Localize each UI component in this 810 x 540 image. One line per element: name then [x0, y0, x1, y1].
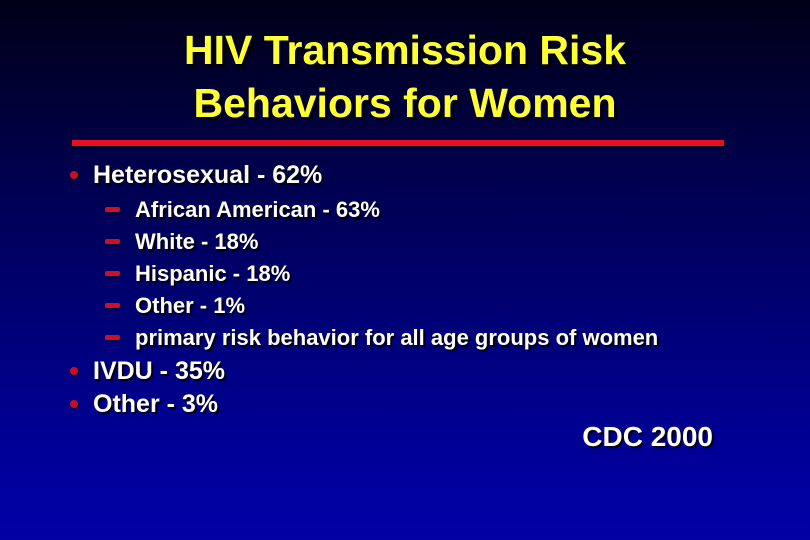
dash-bullet-icon — [105, 271, 120, 276]
dash-bullet-icon — [105, 239, 120, 244]
bullet-dot-icon — [70, 367, 78, 375]
slide-title: HIV Transmission Risk Behaviors for Wome… — [0, 24, 810, 130]
sub-bullet-hispanic: Hispanic - 18% — [105, 260, 291, 286]
bullet-label: Heterosexual - 62% — [93, 160, 323, 189]
title-underline — [72, 140, 724, 146]
sub-bullet-primary-risk: primary risk behavior for all age groups… — [105, 324, 659, 350]
sub-bullet-label: Hispanic - 18% — [135, 260, 291, 286]
sub-bullet-label: primary risk behavior for all age groups… — [135, 324, 659, 350]
sub-bullet-label: White - 18% — [135, 228, 259, 254]
sub-bullet-label: African American - 63% — [135, 196, 380, 222]
credit-cdc-2000: CDC 2000 — [582, 421, 713, 452]
bullet-dot-icon — [70, 171, 78, 179]
bullet-label: IVDU - 35% — [93, 356, 225, 385]
title-line-1: HIV Transmission Risk — [183, 27, 627, 73]
bullet-item-heterosexual: Heterosexual - 62% — [70, 160, 323, 189]
bullet-dot-icon — [70, 400, 78, 408]
sub-bullet-white: White - 18% — [105, 228, 259, 254]
sub-bullet-label: Other - 1% — [135, 292, 246, 318]
dash-bullet-icon — [105, 335, 120, 340]
sub-bullet-other: Other - 1% — [105, 292, 246, 318]
bullet-item-other: Other - 3% — [70, 389, 219, 418]
bullet-label: Other - 3% — [93, 389, 219, 418]
title-line-2: Behaviors for Women — [193, 80, 617, 126]
bullet-item-ivdu: IVDU - 35% — [70, 356, 225, 385]
dash-bullet-icon — [105, 303, 120, 308]
dash-bullet-icon — [105, 207, 120, 212]
sub-bullet-african-american: African American - 63% — [105, 196, 380, 222]
